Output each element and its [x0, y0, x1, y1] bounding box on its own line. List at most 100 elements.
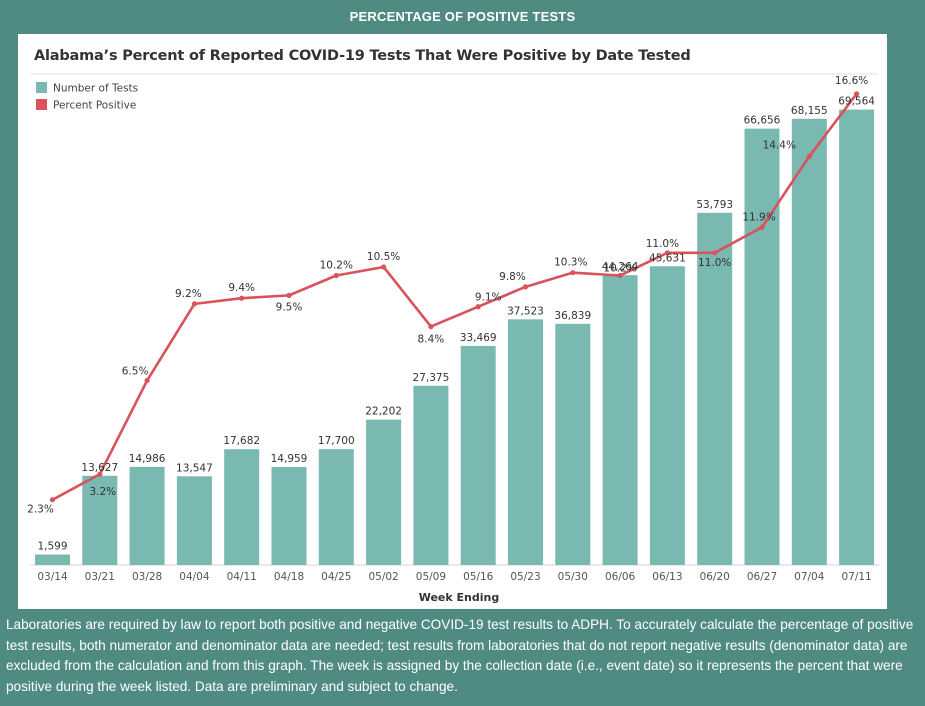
percent-point: [806, 153, 812, 159]
footnote-text: Laboratories are required by law to repo…: [6, 617, 914, 694]
bar-04-11: [224, 449, 260, 565]
percent-value-label: 9.1%: [475, 292, 502, 304]
percent-value-label: 10.5%: [367, 251, 400, 263]
x-tick-label: 04/18: [274, 571, 304, 583]
percent-point: [617, 272, 623, 279]
legend-label-tests: Number of Tests: [53, 83, 138, 95]
percent-point: [712, 250, 718, 256]
bar-value-label: 27,375: [413, 372, 450, 384]
percent-point: [475, 304, 481, 310]
percent-point: [239, 295, 245, 301]
percent-point: [522, 284, 529, 290]
percent-value-label: 9.8%: [499, 271, 526, 283]
x-tick-label: 03/28: [132, 571, 162, 583]
bar-value-label: 53,793: [696, 199, 733, 211]
bar-05-09: [413, 385, 449, 565]
bar-05-30: [555, 323, 591, 565]
bar-value-label: 36,839: [554, 310, 591, 322]
x-tick-label: 04/25: [321, 571, 351, 583]
bars-group: [35, 109, 875, 566]
legend-swatch-percent: [36, 99, 47, 110]
percent-point: [759, 224, 765, 230]
x-tick-label: 06/13: [652, 571, 682, 583]
percent-point: [333, 272, 339, 279]
percent-point: [286, 292, 292, 298]
bar-value-label: 13,547: [176, 462, 213, 474]
percent-point: [49, 497, 56, 503]
percent-value-label: 14.4%: [763, 139, 796, 151]
chart-title: Alabama’s Percent of Reported COVID-19 T…: [34, 48, 691, 64]
x-tick-label: 06/06: [605, 571, 636, 583]
x-ticks-group: 03/14 03/21 03/28 04/04 04/11 04/18 04/25 05/02…: [37, 571, 871, 583]
bar-value-label: 68,155: [791, 105, 828, 117]
percent-value-label: 3.2%: [89, 486, 116, 498]
bar-06-20: [697, 212, 733, 566]
bar-value-label: 13,627: [81, 462, 118, 474]
percent-value-label: 6.5%: [122, 366, 149, 378]
bar-value-label: 66,656: [744, 115, 781, 127]
bar-value-label: 37,523: [507, 305, 544, 317]
x-tick-label: 03/21: [85, 571, 115, 583]
bar-value-label: 22,202: [365, 406, 402, 418]
x-tick-label: 06/20: [700, 571, 730, 583]
percent-value-label: 8.4%: [418, 334, 445, 346]
percent-value-label: 11.9%: [742, 211, 775, 223]
chart-canvas: 1,599 13,627 14,986 13,547 17,682 14,959 17,70…: [27, 73, 880, 604]
bar-03-21: [82, 475, 118, 565]
x-tick-label: 05/23: [510, 571, 540, 583]
bar-06-06: [602, 275, 638, 565]
x-tick-label: 06/27: [747, 571, 777, 583]
legend-label-percent: Percent Positive: [53, 100, 136, 112]
x-tick-label: 07/04: [794, 571, 825, 583]
bar-07-11: [839, 109, 875, 565]
page-header-title: PERCENTAGE OF POSITIVE TESTS: [349, 9, 576, 24]
percent-labels-group: 2.3% 3.2% 6.5% 9.2% 9.4% 9.5% 10.2% 10.5% 8.4% 9.…: [27, 75, 868, 516]
x-tick-label: 04/04: [179, 571, 210, 583]
bar-value-label: 69,564: [838, 96, 875, 108]
percent-point: [144, 377, 150, 384]
percent-value-label: 9.2%: [175, 288, 202, 300]
percent-point: [381, 264, 387, 270]
percent-point: [664, 250, 671, 256]
bar-06-27: [744, 128, 780, 565]
bar-value-label: 17,700: [318, 435, 355, 447]
percent-line-group: [49, 91, 860, 503]
chart-panel: Alabama’s Percent of Reported COVID-19 T…: [18, 34, 887, 609]
percent-point: [97, 471, 103, 477]
percent-positive-line: [51, 93, 858, 501]
bar-04-25: [318, 449, 354, 565]
bar-03-28: [129, 466, 165, 565]
percent-value-label: 9.5%: [276, 301, 303, 313]
bar-value-label: 17,682: [223, 435, 260, 447]
x-tick-label: 05/02: [368, 571, 398, 583]
bar-05-23: [508, 319, 543, 565]
x-tick-label: 04/11: [227, 571, 257, 583]
x-tick-label: 05/16: [463, 571, 494, 583]
percent-value-label: 2.3%: [27, 504, 54, 516]
bar-04-18: [271, 467, 307, 565]
bar-05-02: [366, 419, 402, 565]
x-tick-label: 05/30: [558, 571, 588, 583]
bar-value-label: 45,631: [649, 252, 686, 264]
bar-value-label: 14,959: [271, 453, 308, 465]
x-tick-label: 03/14: [37, 571, 68, 583]
percent-value-label: 9.4%: [228, 282, 255, 294]
percent-value-label: 16.6%: [835, 75, 868, 87]
legend: Number of Tests Percent Positive: [36, 82, 138, 112]
legend-swatch-tests: [36, 82, 47, 93]
percent-point: [854, 91, 860, 97]
x-tick-label: 07/11: [841, 571, 871, 583]
percent-value-label: 10.3%: [554, 257, 587, 269]
x-tick-label: 05/09: [416, 571, 446, 583]
bar-value-label: 14,986: [129, 453, 166, 465]
percent-point: [191, 301, 197, 307]
bar-value-label: 33,469: [460, 332, 497, 344]
percent-point: [570, 270, 576, 276]
bar-03-14: [35, 554, 70, 565]
x-axis-title: Week Ending: [419, 591, 500, 604]
bar-05-16: [460, 345, 496, 565]
percent-value-label: 11.0%: [646, 238, 679, 250]
bar-labels-group: 1,599 13,627 14,986 13,547 17,682 14,959 17,70…: [37, 96, 875, 553]
percent-value-label: 10.2%: [320, 260, 353, 272]
percent-value-label: 10.2%: [603, 263, 636, 275]
